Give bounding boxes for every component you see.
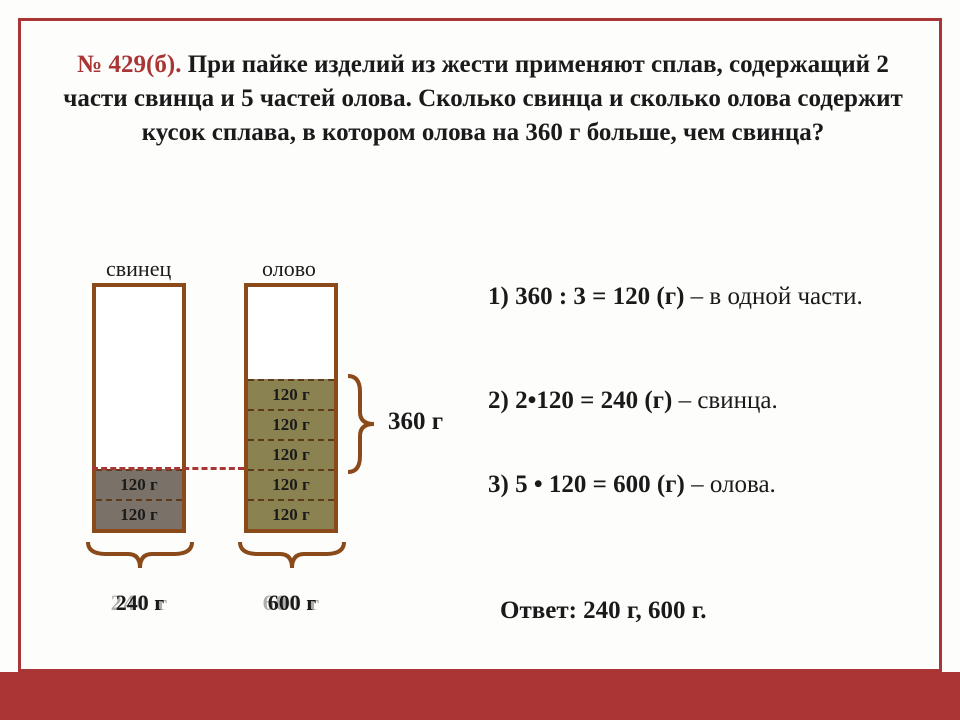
lead-bottom-label: 240 г 240 г <box>80 590 200 616</box>
step-3-trail: – олова. <box>685 471 776 498</box>
lead-part: 120 г <box>96 499 182 529</box>
problem-body: При пайке изделий из жести применяют спл… <box>63 51 903 146</box>
tin-bottom-label: 600 г 600 г <box>232 590 352 616</box>
lead-bottom-question: 240 г <box>80 590 200 616</box>
step-1-trail: – в одной части. <box>684 283 862 310</box>
diff-brace <box>342 374 382 474</box>
answer: Ответ: 240 г, 600 г. <box>500 597 707 625</box>
step-1-bold: 1) 360 : 3 = 120 (г) <box>488 283 684 310</box>
step-1: 1) 360 : 3 = 120 (г) – в одной части. <box>488 280 908 314</box>
tin-label: олово <box>262 256 316 282</box>
lead-part: 120 г <box>96 469 182 499</box>
level-dash <box>92 467 244 470</box>
diff-label: 360 г <box>388 408 443 436</box>
lead-bottom-brace <box>84 538 196 572</box>
tin-part: 120 г <box>248 439 334 469</box>
step-2-bold: 2) 2•120 = 240 (г) <box>488 387 672 414</box>
lead-label: свинец <box>106 256 171 282</box>
step-3: 3) 5 • 120 = 600 (г) – олова. <box>488 468 908 502</box>
problem-text: № 429(б). При пайке изделий из жести при… <box>48 48 918 149</box>
problem-number: № 429(б). <box>77 51 181 78</box>
tin-bottom-brace <box>236 538 348 572</box>
step-2: 2) 2•120 = 240 (г) – свинца. <box>488 384 908 418</box>
step-2-trail: – свинца. <box>672 387 777 414</box>
tin-part: 120 г <box>248 499 334 529</box>
step-3-bold: 3) 5 • 120 = 600 (г) <box>488 471 685 498</box>
tin-part: 120 г <box>248 409 334 439</box>
lead-container: 120 г 120 г <box>92 283 186 533</box>
tin-part: 120 г <box>248 379 334 409</box>
tin-bottom-question: 600 г <box>232 590 352 616</box>
tin-part: 120 г <box>248 469 334 499</box>
bottom-bar <box>0 672 960 720</box>
tin-container: 120 г 120 г 120 г 120 г 120 г <box>244 283 338 533</box>
